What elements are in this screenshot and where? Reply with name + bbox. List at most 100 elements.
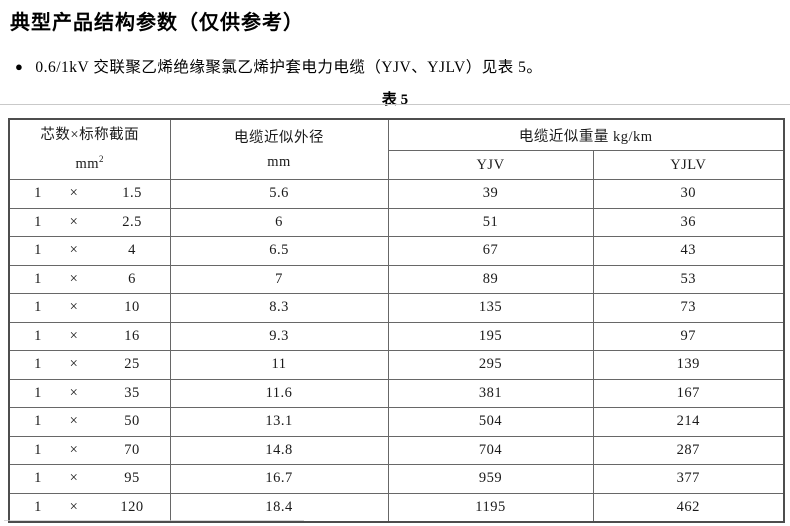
cell-yjv: 195 (387, 321, 594, 351)
cell-yjlv: 214 (592, 407, 785, 437)
page-title: 典型产品结构参数（仅供参考） (10, 12, 304, 34)
table-row: 1 × 1.5 5.6 39 30 (8, 179, 785, 209)
cell-yjlv: 377 (592, 464, 785, 494)
core-count: 1 (34, 242, 42, 259)
cell-yjlv: 462 (592, 492, 785, 522)
cell-yjlv: 43 (592, 236, 785, 266)
cell-od: 16.7 (169, 464, 389, 494)
nominal-size: 35 (124, 384, 140, 401)
cell-od: 13.1 (169, 407, 389, 437)
header-cores-title: 芯数×标称截面 (40, 127, 140, 144)
nominal-size: 25 (124, 356, 140, 373)
cell-od: 11.6 (169, 378, 389, 408)
cell-od: 5.6 (169, 179, 389, 209)
table-row: 1 × 50 13.1 504 214 (8, 407, 785, 437)
header-yjlv: YJLV (592, 150, 785, 180)
table-row: 1 × 10 8.3 135 73 (8, 293, 785, 323)
core-count: 1 (34, 213, 42, 230)
cell-od: 8.3 (169, 293, 389, 323)
header-od: 电缆近似外径 mm (169, 118, 389, 180)
cell-yjlv: 287 (592, 435, 785, 465)
core-count: 1 (34, 413, 42, 430)
multiply-sign: × (69, 384, 79, 401)
cell-cores: 1 × 120 (8, 492, 171, 522)
core-count: 1 (34, 441, 42, 458)
cell-od: 11 (169, 350, 389, 380)
header-row-top: 芯数×标称截面 mm2 电缆近似外径 mm 电缆近似重量 kg/km (8, 118, 785, 180)
nominal-size: 2.5 (122, 213, 142, 230)
table-row: 1 × 70 14.8 704 287 (8, 435, 785, 465)
cell-od: 14.8 (169, 435, 389, 465)
multiply-sign: × (69, 327, 79, 344)
table-body: 1 × 1.5 5.6 39 30 1 × 2.5 6 51 36 (8, 179, 785, 522)
cell-od: 7 (169, 264, 389, 294)
multiply-sign: × (69, 356, 79, 373)
intro-text: 0.6/1kV 交联聚乙烯绝缘聚氯乙烯护套电力电缆（YJV、YJLV）见表 5。 (35, 59, 543, 76)
horizontal-rule (4, 520, 304, 521)
nominal-size: 6 (128, 270, 136, 287)
header-od-unit: mm (267, 153, 291, 170)
header-cores-unit: mm2 (75, 154, 105, 172)
cell-cores: 1 × 35 (8, 378, 171, 408)
cell-yjv: 704 (387, 435, 594, 465)
cell-yjv: 1195 (387, 492, 594, 522)
nominal-size: 50 (124, 413, 140, 430)
cell-cores: 1 × 6 (8, 264, 171, 294)
cell-yjv: 51 (387, 207, 594, 237)
multiply-sign: × (69, 270, 79, 287)
core-count: 1 (34, 299, 42, 316)
cell-od: 6.5 (169, 236, 389, 266)
cell-cores: 1 × 95 (8, 464, 171, 494)
cell-yjlv: 139 (592, 350, 785, 380)
cell-cores: 1 × 2.5 (8, 207, 171, 237)
multiply-sign: × (69, 413, 79, 430)
cell-yjlv: 73 (592, 293, 785, 323)
table-row: 1 × 35 11.6 381 167 (8, 378, 785, 408)
core-count: 1 (34, 498, 42, 515)
table-row: 1 × 6 7 89 53 (8, 264, 785, 294)
multiply-sign: × (69, 498, 79, 515)
cell-cores: 1 × 50 (8, 407, 171, 437)
horizontal-rule (0, 104, 790, 105)
nominal-size: 95 (124, 470, 140, 487)
cell-cores: 1 × 16 (8, 321, 171, 351)
nominal-size: 16 (124, 327, 140, 344)
header-yjv: YJV (387, 150, 594, 180)
cell-yjv: 89 (387, 264, 594, 294)
bullet-icon: ● (15, 58, 24, 74)
table-caption: 表 5 (381, 92, 409, 108)
core-count: 1 (34, 384, 42, 401)
cell-cores: 1 × 70 (8, 435, 171, 465)
header-weight-group: 电缆近似重量 kg/km (387, 118, 785, 151)
multiply-sign: × (69, 441, 79, 458)
cell-yjlv: 97 (592, 321, 785, 351)
cell-yjlv: 53 (592, 264, 785, 294)
cell-yjv: 959 (387, 464, 594, 494)
multiply-sign: × (69, 213, 79, 230)
nominal-size: 1.5 (122, 185, 142, 202)
cell-yjv: 381 (387, 378, 594, 408)
multiply-sign: × (69, 242, 79, 259)
cell-od: 18.4 (169, 492, 389, 522)
nominal-size: 10 (124, 299, 140, 316)
nominal-size: 120 (120, 498, 144, 515)
table-row: 1 × 25 11 295 139 (8, 350, 785, 380)
cell-cores: 1 × 4 (8, 236, 171, 266)
cell-yjv: 135 (387, 293, 594, 323)
core-count: 1 (34, 470, 42, 487)
multiply-sign: × (69, 470, 79, 487)
cell-cores: 1 × 25 (8, 350, 171, 380)
table-row: 1 × 16 9.3 195 97 (8, 321, 785, 351)
cell-yjv: 295 (387, 350, 594, 380)
table-row: 1 × 2.5 6 51 36 (8, 207, 785, 237)
multiply-sign: × (69, 299, 79, 316)
cell-yjlv: 30 (592, 179, 785, 209)
cell-od: 6 (169, 207, 389, 237)
table-row: 1 × 120 18.4 1195 462 (8, 492, 785, 522)
cell-cores: 1 × 10 (8, 293, 171, 323)
header-od-title: 电缆近似外径 (234, 129, 324, 146)
header-cores: 芯数×标称截面 mm2 (8, 118, 171, 180)
cell-od: 9.3 (169, 321, 389, 351)
cell-yjv: 504 (387, 407, 594, 437)
